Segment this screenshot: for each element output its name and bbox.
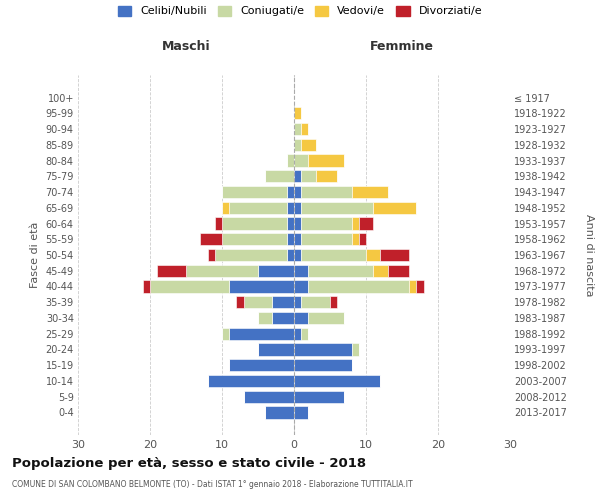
Text: Maschi: Maschi bbox=[161, 40, 211, 52]
Bar bbox=[294, 264, 308, 277]
Bar bbox=[222, 186, 287, 198]
Bar bbox=[143, 280, 150, 292]
Bar bbox=[294, 390, 344, 403]
Bar bbox=[236, 296, 244, 308]
Bar bbox=[308, 154, 344, 166]
Bar bbox=[229, 280, 294, 292]
Bar bbox=[215, 218, 222, 230]
Bar bbox=[294, 123, 301, 135]
Bar bbox=[301, 296, 330, 308]
Bar bbox=[294, 138, 301, 151]
Bar bbox=[222, 218, 287, 230]
Bar bbox=[301, 138, 316, 151]
Y-axis label: Fasce di età: Fasce di età bbox=[30, 222, 40, 288]
Bar bbox=[388, 264, 409, 277]
Bar bbox=[229, 328, 294, 340]
Bar bbox=[222, 202, 229, 214]
Bar bbox=[294, 154, 308, 166]
Bar bbox=[157, 264, 186, 277]
Bar bbox=[373, 264, 388, 277]
Bar bbox=[200, 233, 222, 245]
Bar bbox=[409, 280, 416, 292]
Bar bbox=[294, 186, 301, 198]
Bar bbox=[308, 264, 373, 277]
Bar bbox=[352, 233, 359, 245]
Bar bbox=[316, 170, 337, 182]
Bar bbox=[359, 218, 373, 230]
Bar bbox=[208, 375, 294, 387]
Bar bbox=[229, 359, 294, 372]
Bar bbox=[380, 249, 409, 261]
Bar bbox=[186, 264, 258, 277]
Bar bbox=[294, 280, 308, 292]
Bar bbox=[294, 233, 301, 245]
Bar bbox=[294, 328, 301, 340]
Y-axis label: Anni di nascita: Anni di nascita bbox=[584, 214, 594, 296]
Bar bbox=[308, 280, 409, 292]
Bar bbox=[287, 202, 294, 214]
Bar bbox=[301, 170, 316, 182]
Bar bbox=[294, 107, 301, 120]
Bar bbox=[229, 202, 287, 214]
Bar bbox=[294, 296, 301, 308]
Bar bbox=[308, 312, 344, 324]
Bar bbox=[265, 406, 294, 418]
Legend: Celibi/Nubili, Coniugati/e, Vedovi/e, Divorziati/e: Celibi/Nubili, Coniugati/e, Vedovi/e, Di… bbox=[118, 6, 482, 16]
Bar bbox=[294, 359, 352, 372]
Bar bbox=[301, 186, 352, 198]
Bar bbox=[244, 390, 294, 403]
Bar bbox=[287, 218, 294, 230]
Bar bbox=[215, 249, 287, 261]
Bar bbox=[352, 186, 388, 198]
Bar bbox=[244, 296, 272, 308]
Bar bbox=[287, 186, 294, 198]
Text: COMUNE DI SAN COLOMBANO BELMONTE (TO) - Dati ISTAT 1° gennaio 2018 - Elaborazion: COMUNE DI SAN COLOMBANO BELMONTE (TO) - … bbox=[12, 480, 413, 489]
Bar bbox=[301, 202, 373, 214]
Bar bbox=[294, 170, 301, 182]
Bar bbox=[222, 328, 229, 340]
Bar bbox=[294, 312, 308, 324]
Bar bbox=[366, 249, 380, 261]
Bar bbox=[258, 264, 294, 277]
Bar bbox=[359, 233, 366, 245]
Bar bbox=[294, 249, 301, 261]
Bar bbox=[294, 202, 301, 214]
Bar bbox=[352, 218, 359, 230]
Bar bbox=[222, 233, 287, 245]
Bar bbox=[150, 280, 229, 292]
Bar bbox=[301, 218, 352, 230]
Bar bbox=[258, 312, 272, 324]
Bar bbox=[287, 249, 294, 261]
Bar bbox=[301, 123, 308, 135]
Text: Femmine: Femmine bbox=[370, 40, 434, 52]
Bar bbox=[272, 312, 294, 324]
Bar bbox=[301, 233, 352, 245]
Bar bbox=[294, 375, 380, 387]
Bar bbox=[294, 344, 352, 355]
Bar bbox=[301, 328, 308, 340]
Bar bbox=[330, 296, 337, 308]
Bar bbox=[208, 249, 215, 261]
Bar bbox=[287, 154, 294, 166]
Bar bbox=[373, 202, 416, 214]
Bar bbox=[416, 280, 424, 292]
Bar bbox=[294, 406, 308, 418]
Bar bbox=[352, 344, 359, 355]
Bar bbox=[258, 344, 294, 355]
Bar bbox=[287, 233, 294, 245]
Bar bbox=[294, 218, 301, 230]
Text: Popolazione per età, sesso e stato civile - 2018: Popolazione per età, sesso e stato civil… bbox=[12, 458, 366, 470]
Bar bbox=[265, 170, 294, 182]
Bar bbox=[272, 296, 294, 308]
Bar bbox=[301, 249, 366, 261]
